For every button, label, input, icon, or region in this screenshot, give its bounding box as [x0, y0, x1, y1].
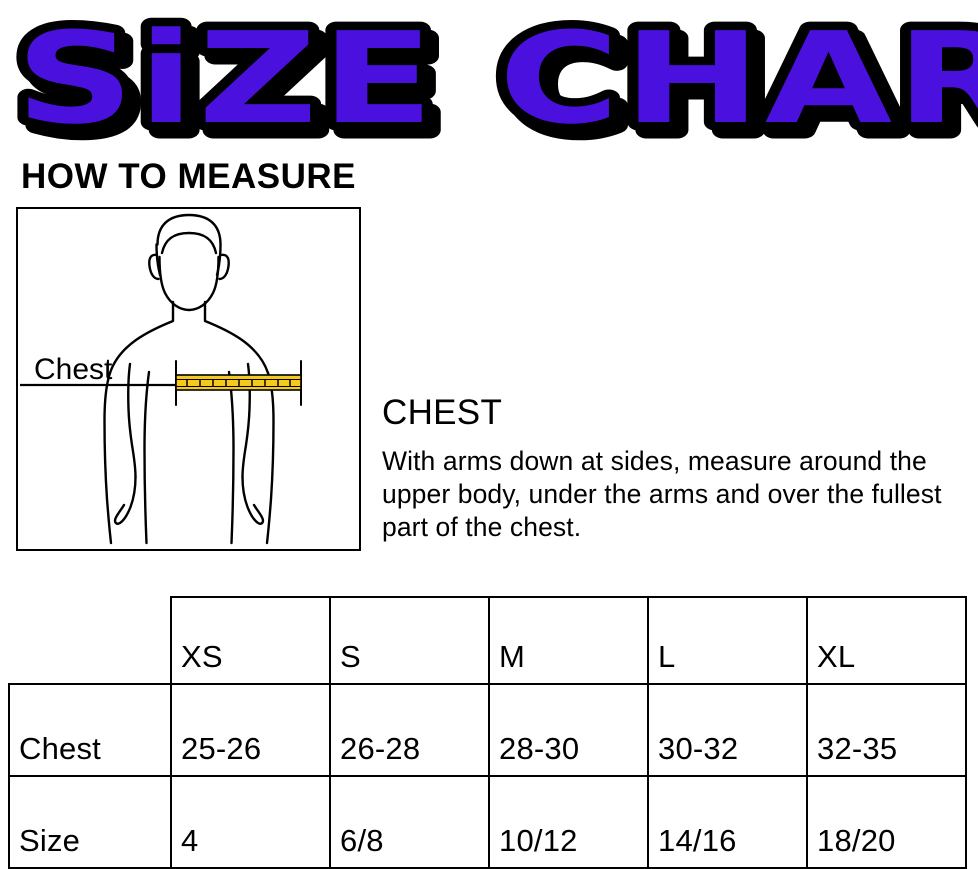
- jaw-outline: [158, 255, 220, 312]
- cell-size-s: 6/8: [329, 775, 490, 869]
- page-title: .ttl-shadow, .ttl-stroke, .ttl-fill { fo…: [0, 0, 978, 150]
- cell-chest-l: 30-32: [647, 683, 808, 777]
- tape-measure: [175, 374, 302, 391]
- chest-description-body: With arms down at sides, measure around …: [382, 446, 942, 542]
- chest-description-heading: CHEST: [382, 393, 503, 432]
- left-ear: [148, 253, 160, 281]
- cell-size-l: 14/16: [647, 775, 808, 869]
- neck-left-to-shoulder: [108, 300, 175, 375]
- table-header-xl: XL: [806, 596, 967, 685]
- torso-right-side: [227, 370, 235, 545]
- right-hand: [241, 475, 265, 525]
- neck-right-to-shoulder: [203, 300, 270, 375]
- size-chart-table: XS S M L XL Chest 25-26 26-28 28-30 30-3…: [8, 596, 967, 869]
- cell-chest-s: 26-28: [329, 683, 490, 777]
- cell-size-xs: 4: [170, 775, 331, 869]
- cell-chest-xs: 25-26: [170, 683, 331, 777]
- tape-measure-ticks: [176, 378, 301, 388]
- cell-chest-m: 28-30: [488, 683, 649, 777]
- size-chart-title-graphic: .ttl-shadow, .ttl-stroke, .ttl-fill { fo…: [6, 0, 978, 150]
- table-header-row: XS S M L XL: [9, 596, 967, 685]
- row-label-size: Size: [8, 775, 172, 869]
- right-ear: [218, 253, 230, 281]
- table-row: Size 4 6/8 10/12 14/16 18/20: [8, 775, 967, 869]
- cell-size-xl: 18/20: [806, 775, 967, 869]
- measurement-illustration-box: Chest: [16, 207, 361, 551]
- row-label-chest: Chest: [8, 683, 172, 777]
- title-outline-layer: SiZE CHART: [16, 5, 978, 150]
- male-torso-diagram: Chest: [20, 213, 302, 545]
- right-arm-outer: [265, 371, 275, 545]
- table-header-s: S: [329, 596, 490, 685]
- title-fill-layer: SiZE CHART: [16, 5, 978, 150]
- how-to-measure-heading: HOW TO MEASURE: [21, 157, 356, 196]
- torso-left-side: [143, 370, 151, 545]
- table-row: Chest 25-26 26-28 28-30 30-32 32-35: [8, 683, 967, 777]
- table-header-m: M: [488, 596, 649, 685]
- hairline: [160, 231, 218, 255]
- left-arm-inner: [127, 362, 137, 479]
- cell-chest-xl: 32-35: [806, 683, 967, 777]
- title-shadow-layer: SiZE CHART: [24, 13, 978, 150]
- table-corner-cell: [9, 597, 171, 684]
- head-top-outline: [156, 213, 222, 277]
- left-arm-outer: [103, 371, 113, 545]
- chest-description-block: CHEST With arms down at sides, measure a…: [382, 393, 972, 544]
- chest-label: Chest: [34, 353, 113, 386]
- left-hand: [113, 475, 137, 525]
- table-header-xs: XS: [170, 596, 331, 685]
- table-header-l: L: [647, 596, 808, 685]
- cell-size-m: 10/12: [488, 775, 649, 869]
